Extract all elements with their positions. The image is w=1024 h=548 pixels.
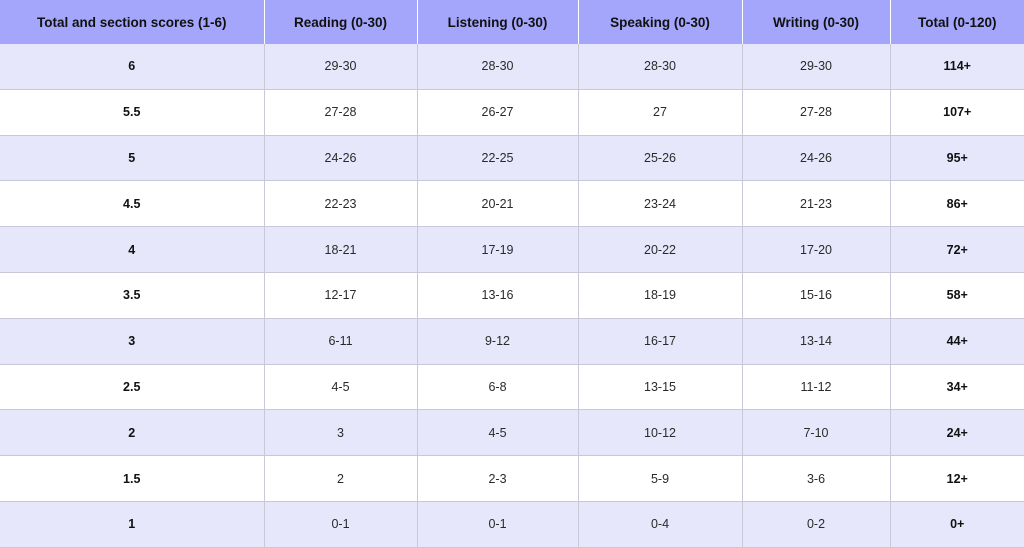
speaking-cell: 10-12 [578, 409, 743, 457]
reading-cell: 3 [264, 409, 418, 457]
listening-cell: 28-30 [417, 44, 579, 90]
band-score-cell: 1 [0, 501, 265, 548]
header-reading: Reading (0-30) [264, 0, 418, 44]
table-row: 1.5 2 2-3 5-9 3-6 12+ [0, 455, 1024, 502]
reading-cell: 4-5 [264, 364, 418, 411]
listening-cell: 13-16 [417, 272, 579, 319]
header-band-score: Total and section scores (1-6) [0, 0, 265, 44]
writing-cell: 27-28 [742, 89, 891, 136]
header-total: Total (0-120) [890, 0, 1024, 44]
listening-cell: 9-12 [417, 318, 579, 365]
reading-cell: 0-1 [264, 501, 418, 548]
speaking-cell: 27 [578, 89, 743, 136]
listening-cell: 6-8 [417, 364, 579, 411]
band-score-cell: 5 [0, 135, 265, 182]
total-cell: 0+ [890, 501, 1024, 548]
reading-cell: 24-26 [264, 135, 418, 182]
writing-cell: 21-23 [742, 180, 891, 228]
speaking-cell: 16-17 [578, 318, 743, 365]
total-cell: 72+ [890, 226, 1024, 273]
total-cell: 95+ [890, 135, 1024, 182]
band-score-cell: 2 [0, 409, 265, 457]
header-row: Total and section scores (1-6) Reading (… [0, 0, 1024, 44]
reading-cell: 27-28 [264, 89, 418, 136]
header-speaking: Speaking (0-30) [578, 0, 743, 44]
total-cell: 44+ [890, 318, 1024, 365]
band-score-cell: 5.5 [0, 89, 265, 136]
writing-cell: 13-14 [742, 318, 891, 365]
table-row: 5 24-26 22-25 25-26 24-26 95+ [0, 135, 1024, 182]
table-row: 4.5 22-23 20-21 23-24 21-23 86+ [0, 180, 1024, 228]
table-row: 3 6-11 9-12 16-17 13-14 44+ [0, 318, 1024, 365]
table-header: Total and section scores (1-6) Reading (… [0, 0, 1024, 44]
band-score-cell: 6 [0, 44, 265, 90]
listening-cell: 26-27 [417, 89, 579, 136]
table-row: 4 18-21 17-19 20-22 17-20 72+ [0, 226, 1024, 273]
table-row: 2 3 4-5 10-12 7-10 24+ [0, 409, 1024, 457]
speaking-cell: 5-9 [578, 455, 743, 502]
speaking-cell: 13-15 [578, 364, 743, 411]
band-score-cell: 1.5 [0, 455, 265, 502]
writing-cell: 24-26 [742, 135, 891, 182]
listening-cell: 4-5 [417, 409, 579, 457]
total-cell: 34+ [890, 364, 1024, 411]
writing-cell: 17-20 [742, 226, 891, 273]
total-cell: 114+ [890, 44, 1024, 90]
total-cell: 107+ [890, 89, 1024, 136]
writing-cell: 7-10 [742, 409, 891, 457]
reading-cell: 18-21 [264, 226, 418, 273]
table-row: 3.5 12-17 13-16 18-19 15-16 58+ [0, 272, 1024, 319]
reading-cell: 6-11 [264, 318, 418, 365]
total-cell: 58+ [890, 272, 1024, 319]
reading-cell: 22-23 [264, 180, 418, 228]
table-body: 6 29-30 28-30 28-30 29-30 114+ 5.5 27-28 26-27 27… [0, 44, 1024, 548]
total-cell: 86+ [890, 180, 1024, 228]
listening-cell: 22-25 [417, 135, 579, 182]
band-score-cell: 2.5 [0, 364, 265, 411]
table-row: 5.5 27-28 26-27 27 27-28 107+ [0, 89, 1024, 136]
band-score-cell: 4 [0, 226, 265, 273]
reading-cell: 12-17 [264, 272, 418, 319]
table-row: 1 0-1 0-1 0-4 0-2 0+ [0, 501, 1024, 548]
speaking-cell: 28-30 [578, 44, 743, 90]
header-listening: Listening (0-30) [417, 0, 579, 44]
band-score-cell: 4.5 [0, 180, 265, 228]
listening-cell: 0-1 [417, 501, 579, 548]
total-cell: 12+ [890, 455, 1024, 502]
band-score-cell: 3.5 [0, 272, 265, 319]
listening-cell: 17-19 [417, 226, 579, 273]
writing-cell: 3-6 [742, 455, 891, 502]
listening-cell: 2-3 [417, 455, 579, 502]
reading-cell: 29-30 [264, 44, 418, 90]
reading-cell: 2 [264, 455, 418, 502]
speaking-cell: 18-19 [578, 272, 743, 319]
speaking-cell: 20-22 [578, 226, 743, 273]
writing-cell: 0-2 [742, 501, 891, 548]
table-row: 2.5 4-5 6-8 13-15 11-12 34+ [0, 364, 1024, 411]
speaking-cell: 0-4 [578, 501, 743, 548]
listening-cell: 20-21 [417, 180, 579, 228]
writing-cell: 15-16 [742, 272, 891, 319]
writing-cell: 29-30 [742, 44, 891, 90]
table-row: 6 29-30 28-30 28-30 29-30 114+ [0, 44, 1024, 90]
speaking-cell: 23-24 [578, 180, 743, 228]
header-writing: Writing (0-30) [742, 0, 891, 44]
writing-cell: 11-12 [742, 364, 891, 411]
band-score-cell: 3 [0, 318, 265, 365]
total-cell: 24+ [890, 409, 1024, 457]
speaking-cell: 25-26 [578, 135, 743, 182]
